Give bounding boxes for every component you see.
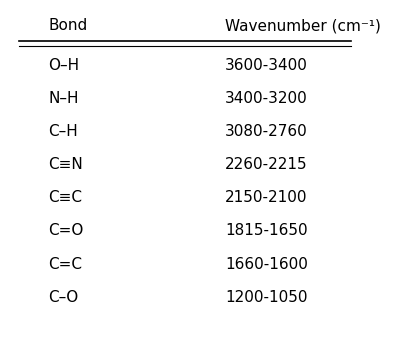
Text: C=O: C=O: [48, 223, 84, 238]
Text: N–H: N–H: [48, 91, 79, 106]
Text: 3600-3400: 3600-3400: [225, 58, 308, 73]
Text: O–H: O–H: [48, 58, 79, 73]
Text: 3080-2760: 3080-2760: [225, 124, 308, 139]
Text: C≡N: C≡N: [48, 157, 83, 172]
Text: C=C: C=C: [48, 256, 82, 271]
Text: 1200-1050: 1200-1050: [225, 290, 307, 305]
Text: 1660-1600: 1660-1600: [225, 256, 308, 271]
Text: 1815-1650: 1815-1650: [225, 223, 308, 238]
Text: 2260-2215: 2260-2215: [225, 157, 308, 172]
Text: 3400-3200: 3400-3200: [225, 91, 308, 106]
Text: Wavenumber (cm⁻¹): Wavenumber (cm⁻¹): [225, 18, 381, 33]
Text: 2150-2100: 2150-2100: [225, 190, 307, 205]
Text: C–O: C–O: [48, 290, 79, 305]
Text: Bond: Bond: [48, 18, 87, 33]
Text: C–H: C–H: [48, 124, 78, 139]
Text: C≡C: C≡C: [48, 190, 82, 205]
